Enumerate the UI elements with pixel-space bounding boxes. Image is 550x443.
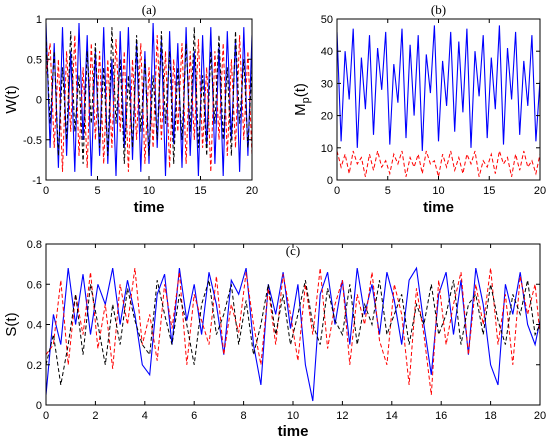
y-tick-label: 40 (321, 46, 333, 58)
y-tick-label: -0.5 (23, 135, 42, 147)
series-line-solid-0 (337, 25, 540, 152)
x-tick-label: 18 (484, 410, 496, 422)
y-tick-label: 0.4 (27, 320, 42, 332)
x-tick-label: 5 (385, 185, 391, 197)
x-tick-label: 6 (191, 410, 197, 422)
x-tick-label: 20 (534, 185, 546, 197)
series-line-dashed-1 (46, 268, 540, 395)
x-tick-label: 14 (386, 410, 398, 422)
series-line-dashed-1 (46, 35, 252, 172)
series-line-dashed-1 (337, 150, 540, 177)
y-tick-label: 0 (36, 400, 42, 412)
y-axis-label: S(t) (3, 312, 20, 336)
panel-title: (b) (431, 2, 446, 17)
y-tick-label: 0 (327, 175, 333, 187)
y-tick-label: -1 (32, 175, 42, 187)
y-tick-label: 10 (321, 143, 333, 155)
x-tick-label: 16 (435, 410, 447, 422)
y-tick-label: 0 (36, 95, 42, 107)
panel-b: 0 5 10 15 20 0 10 20 30 40 50 (b) time Mp(t) (292, 2, 546, 216)
y-tick-label: 0.2 (27, 360, 42, 372)
x-tick-label: 0 (334, 185, 340, 197)
y-tick-label: 20 (321, 111, 333, 123)
panel-c: 0 2 4 6 8 10 12 14 16 18 20 0 0.2 0.4 0.6 0.8 (c) time S(t… (3, 239, 546, 440)
series-group (337, 25, 540, 177)
series-group (46, 266, 540, 402)
x-tick-label: 0 (43, 410, 49, 422)
x-tick-label: 15 (483, 185, 495, 197)
x-tick-label: 5 (94, 185, 100, 197)
y-tick-label: 0.8 (27, 239, 42, 251)
y-tick-label: 50 (321, 14, 333, 26)
x-tick-label: 20 (534, 410, 546, 422)
x-axis-label: time (423, 199, 454, 216)
x-tick-label: 8 (241, 410, 247, 422)
series-line-solid-0 (46, 266, 540, 402)
series-line-dashed-2 (46, 27, 252, 164)
panel-title: (c) (286, 243, 300, 258)
x-tick-label: 15 (194, 185, 206, 197)
y-tick-label: 30 (321, 78, 333, 90)
x-tick-label: 12 (336, 410, 348, 422)
panel-a: 0 5 10 15 20 -1 -0.5 0 0.5 1 (a) time W(t) (3, 2, 258, 216)
axes-frame (336, 18, 541, 181)
x-tick-label: 0 (43, 185, 49, 197)
series-line-dashed-2 (46, 280, 540, 385)
x-tick-label: 20 (246, 185, 258, 197)
panel-title: (a) (142, 2, 156, 17)
y-tick-label: 1 (36, 14, 42, 26)
x-tick-label: 2 (92, 410, 98, 422)
x-tick-label: 10 (432, 185, 444, 197)
y-tick-label: 0.5 (27, 54, 42, 66)
y-axis-label: Mp(t) (292, 83, 312, 116)
x-tick-label: 10 (287, 410, 299, 422)
x-tick-label: 4 (142, 410, 148, 422)
y-tick-label: 0.6 (27, 279, 42, 291)
x-axis-label: time (134, 199, 165, 216)
x-axis-label: time (278, 423, 309, 440)
series-group (46, 22, 252, 177)
y-axis-label: W(t) (3, 85, 20, 113)
x-tick-label: 10 (143, 185, 155, 197)
series-line-solid-0 (46, 22, 252, 177)
